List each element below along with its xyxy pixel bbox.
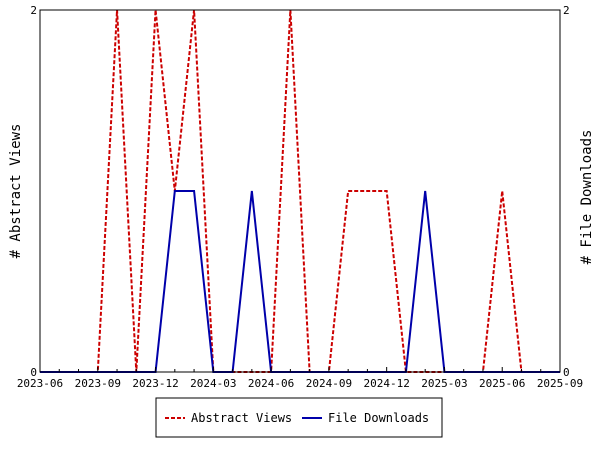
y-right-tick-label: 2 bbox=[563, 4, 570, 17]
legend: Abstract Views File Downloads bbox=[155, 397, 443, 438]
y-left-tick-label: 0 bbox=[30, 366, 37, 379]
y-axis-left-title: # Abstract Views bbox=[8, 124, 24, 259]
legend-label-file-downloads: File Downloads bbox=[328, 411, 429, 425]
y-axis-right-title: # File Downloads bbox=[579, 130, 595, 265]
legend-label-abstract-views: Abstract Views bbox=[191, 411, 292, 425]
y-axis-right: 02 bbox=[555, 4, 570, 379]
x-tick-label: 2025-03 bbox=[421, 377, 467, 390]
x-tick-label: 2023-09 bbox=[75, 377, 121, 390]
x-tick-label: 2025-09 bbox=[537, 377, 583, 390]
x-tick-label: 2023-12 bbox=[132, 377, 178, 390]
plot-frame bbox=[39, 9, 561, 373]
y-left-tick-label: 2 bbox=[30, 4, 37, 17]
y-right-tick-label: 0 bbox=[563, 366, 570, 379]
x-tick-label: 2024-09 bbox=[306, 377, 352, 390]
x-tick-label: 2024-06 bbox=[248, 377, 294, 390]
y-axis-left: 02 bbox=[30, 4, 45, 379]
x-tick-label: 2024-12 bbox=[363, 377, 409, 390]
x-tick-label: 2024-03 bbox=[190, 377, 236, 390]
legend-items: Abstract Views File Downloads bbox=[165, 411, 429, 425]
series-line-abstract-views bbox=[40, 9, 560, 373]
x-axis: 2023-06 2023-09 2023-12 2024-03 2024-06 2024-… bbox=[17, 367, 583, 390]
x-tick-label: 2023-06 bbox=[17, 377, 63, 390]
x-tick-label: 2025-06 bbox=[479, 377, 525, 390]
legend-box bbox=[155, 397, 443, 438]
